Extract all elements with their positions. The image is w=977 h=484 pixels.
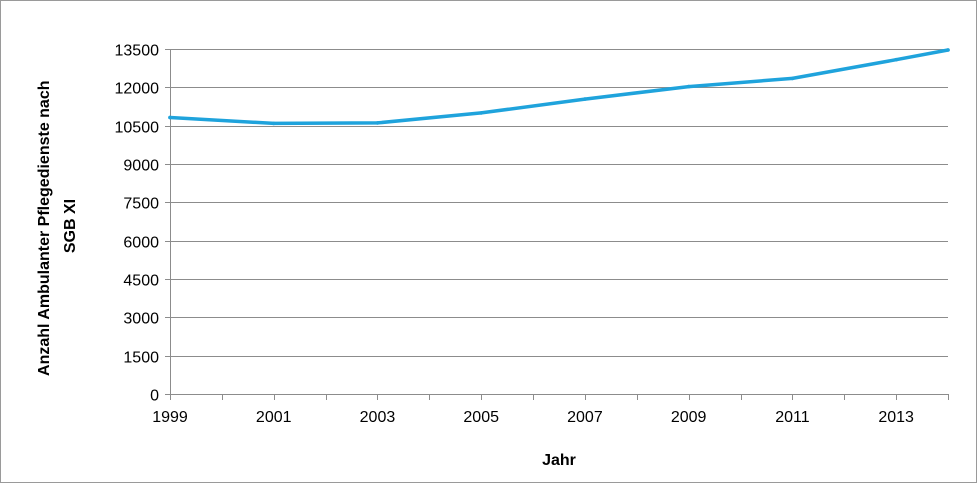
gridlines [170, 49, 948, 357]
x-tick-label: 2005 [463, 409, 499, 426]
x-tick-label: 2007 [567, 409, 603, 426]
x-tick-label: 1999 [152, 409, 188, 426]
y-tick-label: 4500 [123, 273, 159, 290]
y-tick-labels: 0 1500 3000 4500 6000 7500 9000 10500 12000 13500 [115, 43, 160, 405]
data-point [790, 76, 795, 81]
data-point [375, 121, 380, 125]
x-tick-label: 2001 [256, 409, 292, 426]
y-tick-label: 7500 [123, 196, 159, 213]
y-tick-label: 12000 [115, 81, 160, 98]
y-tick-label: 1500 [123, 350, 159, 367]
x-tick-label: 2003 [360, 409, 396, 426]
y-axis-title-line-1: Anzahl Ambulanter Pflegedienste nach [36, 80, 53, 375]
y-tick-label: 6000 [123, 235, 159, 252]
data-point [686, 84, 691, 89]
x-tick-label: 2011 [775, 409, 810, 426]
series [168, 48, 950, 126]
data-point [894, 57, 898, 62]
data-point [583, 97, 587, 101]
data-point [168, 115, 172, 120]
data-point [271, 121, 276, 126]
y-axis-title: Anzahl Ambulanter Pflegedienste nach SGB… [36, 76, 79, 376]
data-point [946, 48, 950, 52]
y-tick-label: 3000 [123, 311, 159, 328]
y-tick-label: 10500 [115, 120, 160, 137]
x-axis-title: Jahr [542, 452, 576, 469]
x-tick-labels: 1999 2001 2003 2005 2007 2009 2011 2013 [152, 409, 914, 426]
y-tick-label: 9000 [123, 158, 159, 175]
data-point [479, 111, 484, 115]
y-tick-label: 13500 [115, 43, 160, 60]
y-axis-title-line-2: SGB XI [62, 199, 79, 253]
x-tick-label: 2009 [671, 409, 707, 426]
x-tick-label: 2013 [878, 409, 914, 426]
y-tick-label: 0 [150, 388, 159, 405]
axes [165, 49, 949, 400]
series-line [168, 48, 950, 126]
